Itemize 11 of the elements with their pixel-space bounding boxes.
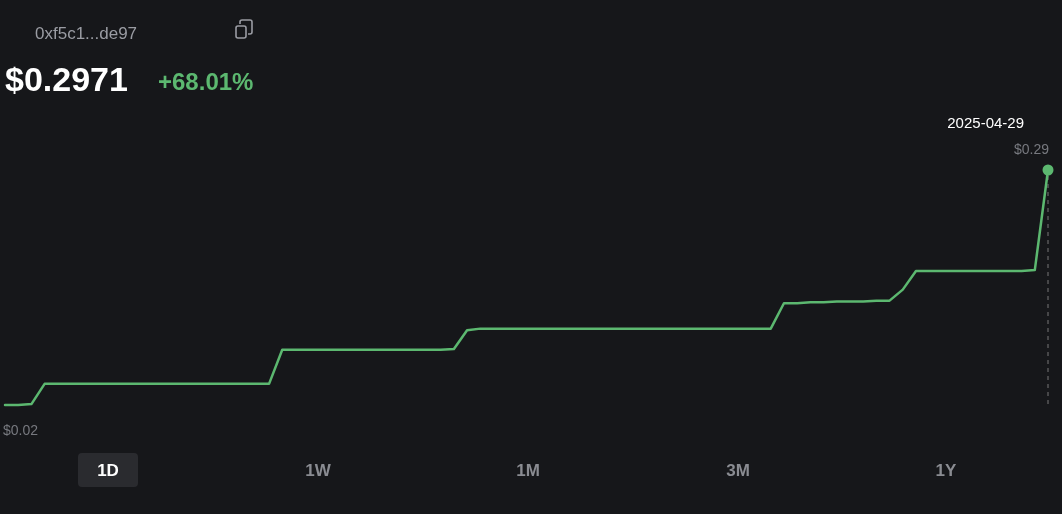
chart-title: $0.2971 [5,60,128,98]
text: 1D [97,461,119,480]
text: 3M [726,461,750,480]
text: 1W [305,461,332,480]
text: 2025-04-29 [947,114,1024,131]
text: $0.02 [3,422,39,438]
text: 1M [516,461,540,480]
text: $0.29 [1013,141,1050,157]
text: +68.01% [158,68,254,95]
text: 1Y [935,461,958,480]
chart-subtitle: 0xf5c1...de97 [35,24,138,43]
